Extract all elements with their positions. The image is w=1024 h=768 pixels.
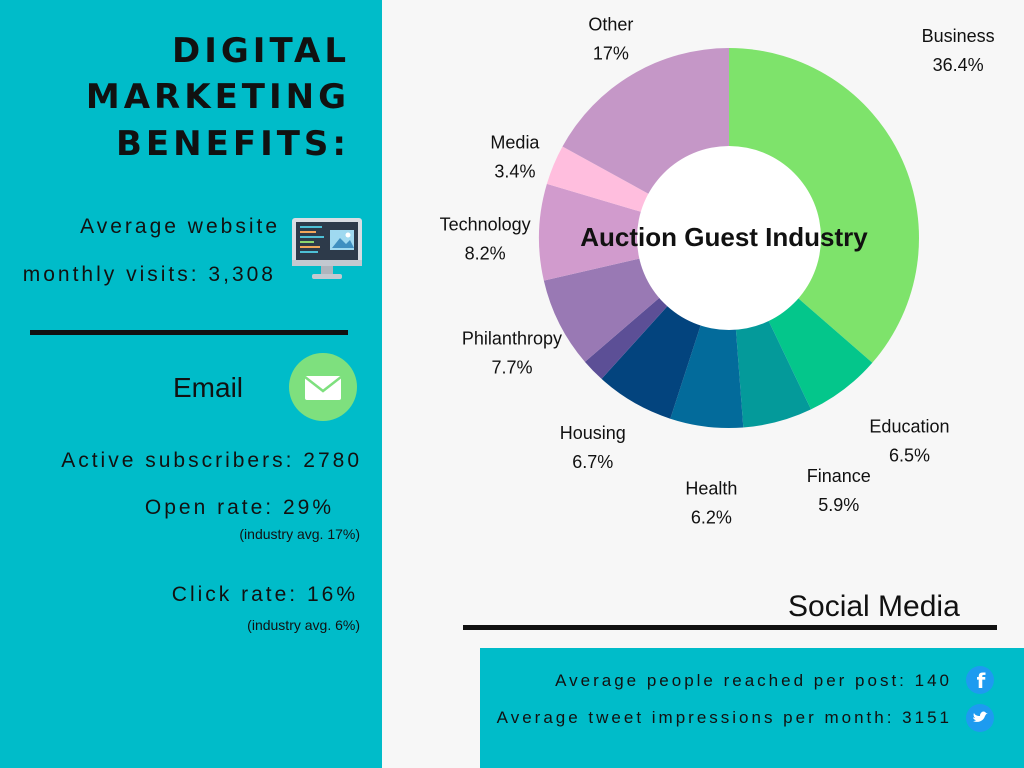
donut-chart: Business 36.4% Education 6.5% Finance 5.9% Hea…	[440, 14, 995, 527]
left-divider	[30, 330, 348, 335]
click-rate: Click rate: 16%	[171, 583, 358, 606]
website-visits-line-2: monthly visits: 3,308	[22, 263, 276, 286]
title-line-2: MARKETING	[85, 77, 350, 117]
slice-value-label: 6.7%	[572, 452, 613, 472]
open-rate-note: (industry avg. 17%)	[239, 526, 360, 542]
title-line-1: DIGITAL	[172, 31, 350, 71]
people-reached: Average people reached per post: 140	[555, 671, 952, 690]
email-heading: Email	[173, 372, 244, 403]
website-visits-line-1: Average website	[80, 215, 280, 238]
slice-label: Business	[922, 26, 995, 46]
donut-hole	[637, 146, 821, 330]
title-line-3: BENEFITS:	[116, 124, 350, 164]
slice-label: Education	[869, 417, 949, 437]
twitter-icon[interactable]	[966, 704, 994, 732]
chart-title: Auction Guest Industry	[580, 222, 868, 252]
chart-labels: Business 36.4% Education 6.5% Finance 5.9% Hea…	[440, 14, 995, 527]
social-divider	[463, 625, 997, 630]
open-rate: Open rate: 29%	[144, 496, 334, 519]
slice-label: Health	[685, 478, 737, 498]
envelope-icon	[289, 353, 357, 421]
facebook-icon[interactable]: f	[966, 666, 994, 694]
social-media-heading: Social Media	[788, 590, 960, 623]
monitor-icon	[292, 218, 362, 279]
slice-value-label: 17%	[593, 43, 629, 63]
slice-value-label: 6.2%	[691, 507, 732, 527]
click-rate-note: (industry avg. 6%)	[247, 617, 360, 633]
slice-label: Technology	[440, 215, 531, 235]
slice-business	[729, 48, 920, 363]
active-subscribers: Active subscribers: 2780	[61, 449, 362, 472]
left-panel: DIGITAL MARKETING BENEFITS: Average webs…	[0, 0, 382, 768]
tweet-impressions: Average tweet impressions per month: 315…	[496, 708, 952, 727]
slice-label: Housing	[560, 423, 626, 443]
slice-value-label: 5.9%	[818, 495, 859, 515]
slice-value-label: 7.7%	[491, 358, 532, 378]
svg-text:f: f	[977, 669, 986, 693]
slice-value-label: 6.5%	[889, 446, 930, 466]
slice-value-label: 36.4%	[933, 55, 984, 75]
social-media-panel: Average people reached per post: 140 Ave…	[480, 648, 1024, 768]
slice-value-label: 3.4%	[494, 162, 535, 182]
slice-label: Philanthropy	[462, 329, 562, 349]
slice-label: Finance	[807, 466, 871, 486]
slice-value-label: 8.2%	[465, 244, 506, 264]
slice-technology	[539, 183, 729, 281]
slice-label: Media	[490, 133, 540, 153]
slice-label: Other	[588, 14, 633, 34]
